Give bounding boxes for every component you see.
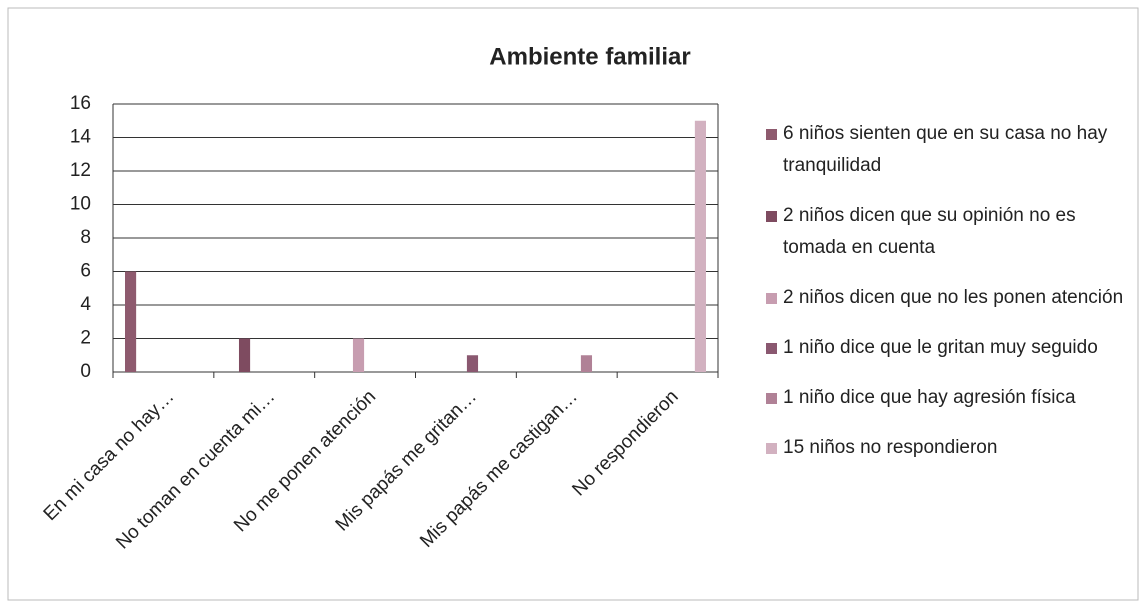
legend-swatch <box>766 211 777 222</box>
legend-swatch <box>766 443 777 454</box>
legend-swatch <box>766 393 777 404</box>
legend-item: 15 niños no respondieron <box>766 432 1136 464</box>
legend-label: 2 niños dicen que no les ponen atención <box>783 287 1124 308</box>
legend-swatch <box>766 129 777 140</box>
bar <box>694 120 706 372</box>
bar <box>238 338 251 372</box>
legend-item: 2 niños dicen que no les ponen atención <box>766 282 1136 314</box>
bar <box>580 355 593 372</box>
legend-label: 1 niño dice que hay agresión física <box>783 387 1076 408</box>
x-tick-label: No respondieron <box>568 386 682 500</box>
y-tick-label: 4 <box>80 294 91 315</box>
chart-title: Ambiente familiar <box>489 43 690 70</box>
legend-label: 15 niños no respondieron <box>783 437 998 458</box>
chart-frame <box>7 7 1139 601</box>
legend-item: 1 niño dice que le gritan muy seguido <box>766 332 1136 364</box>
y-tick-label: 10 <box>70 194 91 215</box>
legend-swatch <box>766 343 777 354</box>
y-tick-label: 0 <box>80 361 91 382</box>
y-tick-label: 14 <box>70 127 92 148</box>
legend-item: 6 niños sienten que en su casa no hay tr… <box>766 118 1136 182</box>
bar <box>125 271 137 372</box>
bar <box>352 338 365 372</box>
y-tick-label: 12 <box>70 160 91 181</box>
legend: 6 niños sienten que en su casa no hay tr… <box>766 118 1136 464</box>
legend-label: 6 niños sienten que en su casa no hay tr… <box>783 123 1108 176</box>
legend-label: 1 niño dice que le gritan muy seguido <box>783 337 1098 358</box>
legend-item: 2 niños dicen que su opinión no es tomad… <box>766 200 1136 264</box>
y-tick-label: 2 <box>80 328 91 349</box>
y-tick-label: 8 <box>80 227 91 248</box>
y-tick-label: 16 <box>70 93 91 114</box>
legend-swatch <box>766 293 777 304</box>
y-tick-label: 6 <box>80 261 91 282</box>
legend-item: 1 niño dice que hay agresión física <box>766 382 1136 414</box>
bar <box>466 355 479 372</box>
legend-label: 2 niños dicen que su opinión no es tomad… <box>783 205 1076 258</box>
